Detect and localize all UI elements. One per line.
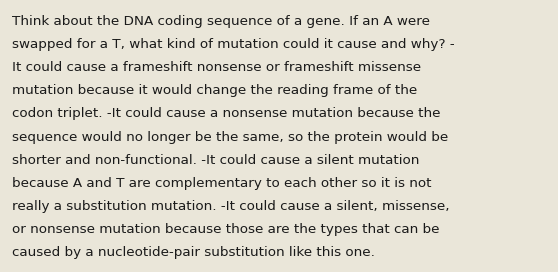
Text: really a substitution mutation. -It could cause a silent, missense,: really a substitution mutation. -It coul… bbox=[12, 200, 450, 213]
Text: codon triplet. -It could cause a nonsense mutation because the: codon triplet. -It could cause a nonsens… bbox=[12, 107, 441, 120]
Text: or nonsense mutation because those are the types that can be: or nonsense mutation because those are t… bbox=[12, 223, 440, 236]
Text: shorter and non-functional. -It could cause a silent mutation: shorter and non-functional. -It could ca… bbox=[12, 154, 420, 167]
Text: because A and T are complementary to each other so it is not: because A and T are complementary to eac… bbox=[12, 177, 432, 190]
Text: Think about the DNA coding sequence of a gene. If an A were: Think about the DNA coding sequence of a… bbox=[12, 15, 430, 28]
Text: It could cause a frameshift nonsense or frameshift missense: It could cause a frameshift nonsense or … bbox=[12, 61, 421, 74]
Text: swapped for a T, what kind of mutation could it cause and why? -: swapped for a T, what kind of mutation c… bbox=[12, 38, 455, 51]
Text: sequence would no longer be the same, so the protein would be: sequence would no longer be the same, so… bbox=[12, 131, 449, 144]
Text: caused by a nucleotide-pair substitution like this one.: caused by a nucleotide-pair substitution… bbox=[12, 246, 376, 259]
Text: mutation because it would change the reading frame of the: mutation because it would change the rea… bbox=[12, 84, 417, 97]
